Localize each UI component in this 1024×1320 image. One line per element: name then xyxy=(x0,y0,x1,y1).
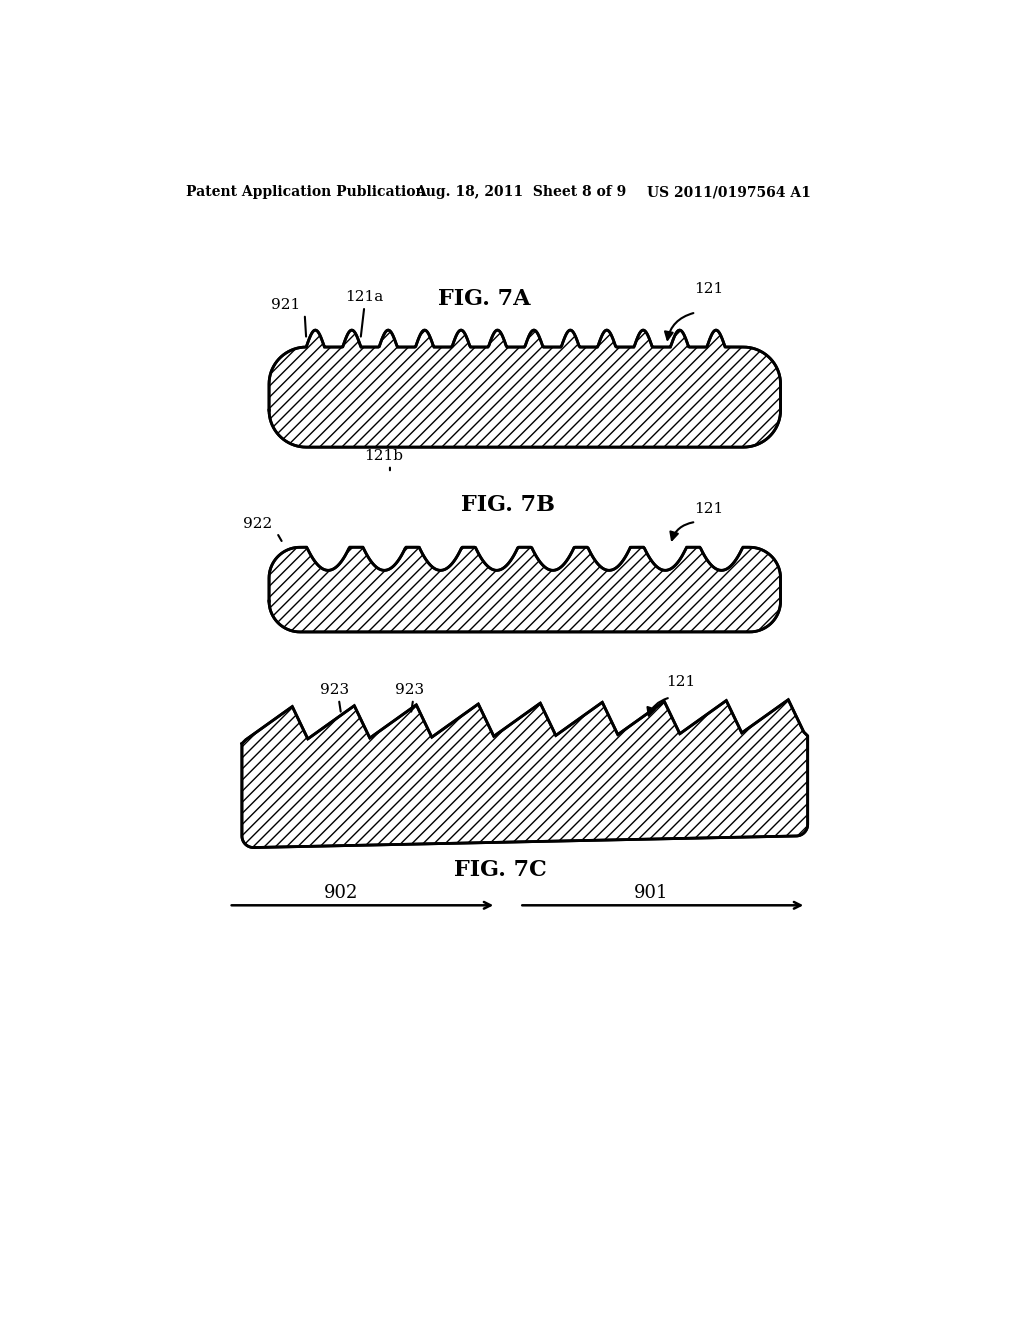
Text: FIG. 7B: FIG. 7B xyxy=(461,494,555,516)
Text: 901: 901 xyxy=(634,883,669,902)
Text: Aug. 18, 2011  Sheet 8 of 9: Aug. 18, 2011 Sheet 8 of 9 xyxy=(415,185,626,199)
Text: 121: 121 xyxy=(693,282,723,296)
Text: Patent Application Publication: Patent Application Publication xyxy=(186,185,426,199)
Text: US 2011/0197564 A1: US 2011/0197564 A1 xyxy=(647,185,811,199)
Text: 121b: 121b xyxy=(365,449,403,463)
Text: 923: 923 xyxy=(395,682,425,697)
Text: 922: 922 xyxy=(243,517,272,531)
Polygon shape xyxy=(269,330,780,447)
Text: 121a: 121a xyxy=(345,290,383,304)
Polygon shape xyxy=(242,700,808,847)
Text: FIG. 7A: FIG. 7A xyxy=(438,288,530,310)
Text: 921: 921 xyxy=(271,297,301,312)
Text: 902: 902 xyxy=(324,883,358,902)
Text: 923: 923 xyxy=(321,682,349,697)
Text: 121: 121 xyxy=(693,502,723,516)
Text: 121: 121 xyxy=(667,675,696,689)
Text: FIG. 7C: FIG. 7C xyxy=(454,859,546,880)
Polygon shape xyxy=(269,548,780,632)
